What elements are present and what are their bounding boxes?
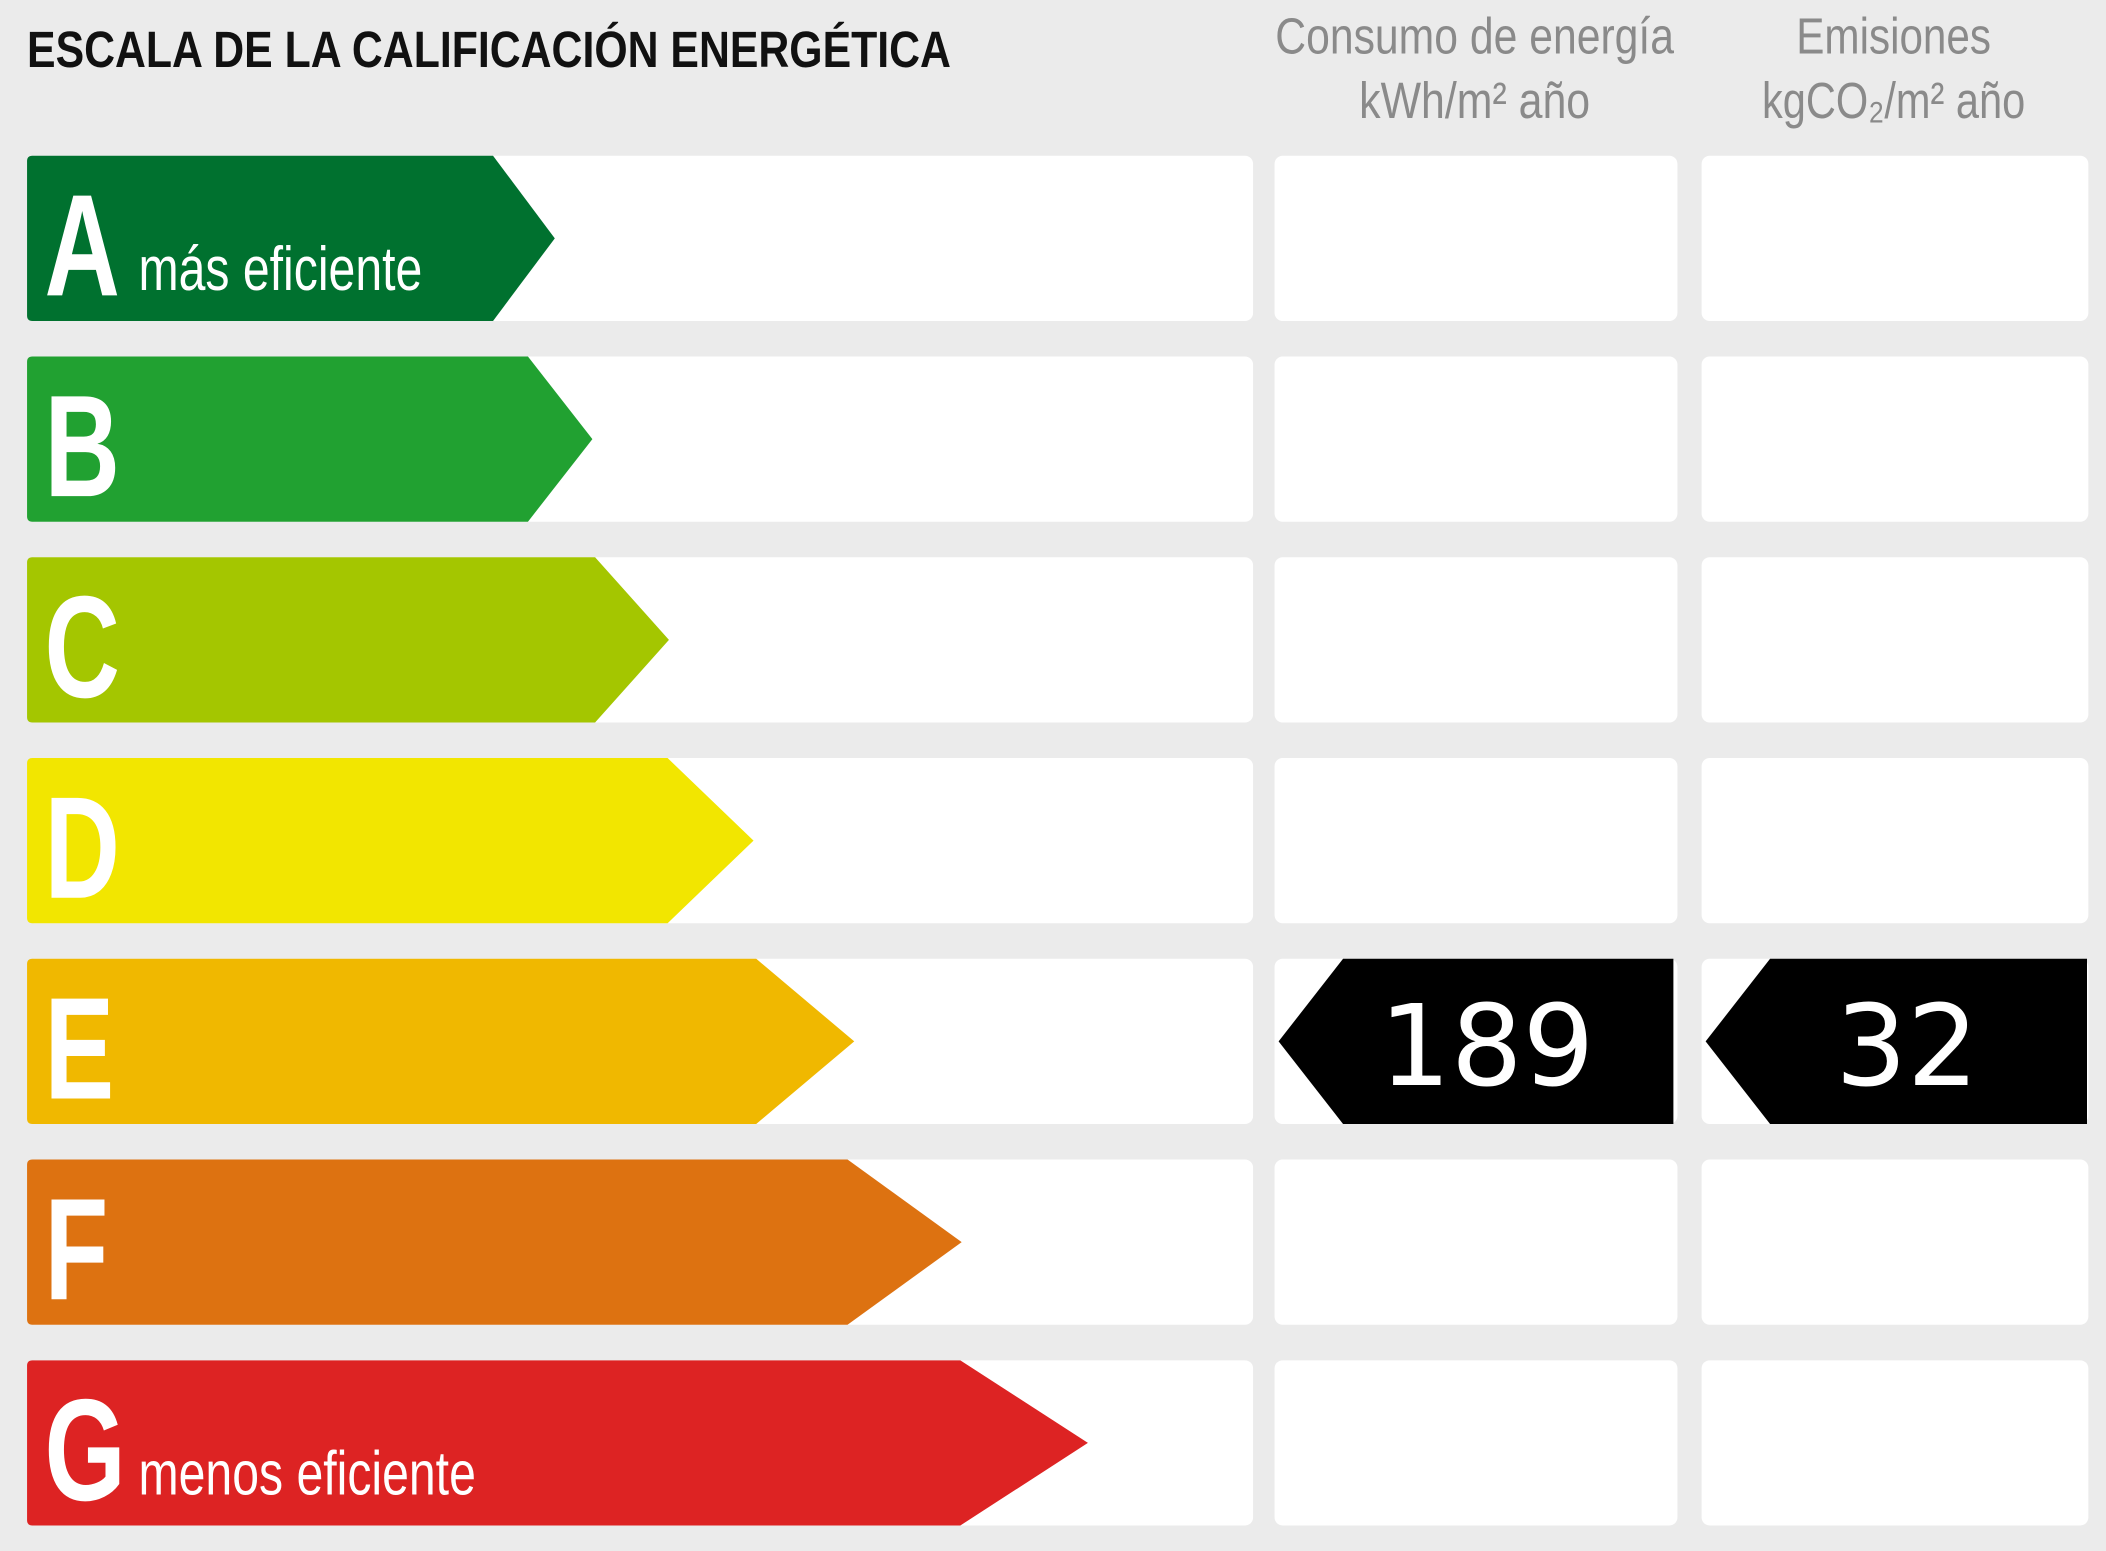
class-letter: G [45, 1369, 126, 1531]
value-box [1274, 557, 1678, 723]
value-box [1274, 758, 1678, 924]
value-box [1274, 155, 1678, 321]
class-arrow [27, 758, 754, 924]
value-box [1274, 356, 1678, 522]
class-letter: C [45, 566, 120, 728]
title: ESCALA DE LA CALIFICACIÓN ENERGÉTICA [27, 21, 951, 78]
rating-arrow [1705, 958, 2087, 1124]
column-title: Consumo de energía [1275, 8, 1674, 65]
class-letter: A [45, 165, 120, 327]
value-box [1274, 1360, 1678, 1526]
column-unit: kgCO₂/m² año [1762, 72, 2025, 129]
class-arrow [27, 958, 855, 1124]
rating-value: 32 [1835, 980, 1979, 1112]
column-unit: kWh/m² año [1359, 72, 1590, 129]
value-box [1701, 557, 2089, 723]
class-arrow [27, 1159, 962, 1325]
value-box [1701, 1159, 2089, 1325]
class-letter: D [45, 767, 120, 929]
class-label: más eficiente [139, 234, 423, 303]
class-arrow [27, 155, 555, 321]
class-letter: F [45, 1168, 109, 1330]
value-box [1701, 356, 2089, 522]
class-arrow [27, 557, 669, 723]
column-title: Emisiones [1796, 8, 1991, 65]
value-box [1701, 758, 2089, 924]
class-letter: B [45, 365, 120, 527]
class-label: menos eficiente [139, 1439, 476, 1508]
value-box [1701, 155, 2089, 321]
class-arrow [27, 1360, 1088, 1526]
class-arrow [27, 356, 593, 522]
value-box [1701, 1360, 2089, 1526]
rating-value: 189 [1379, 980, 1594, 1112]
value-box [1274, 1159, 1678, 1325]
class-letter: E [45, 968, 115, 1130]
rating-arrow [1278, 958, 1674, 1124]
